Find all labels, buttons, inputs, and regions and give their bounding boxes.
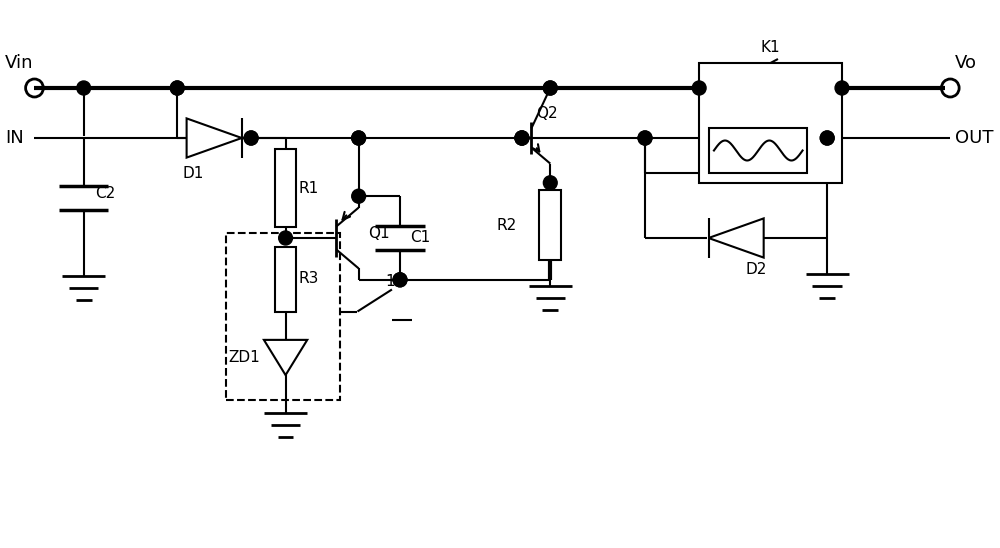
Text: IN: IN: [5, 129, 24, 147]
Circle shape: [638, 131, 652, 145]
Circle shape: [170, 81, 184, 95]
Bar: [275, 247, 296, 311]
Text: Q2: Q2: [536, 106, 558, 121]
Circle shape: [515, 131, 529, 145]
Text: Vin: Vin: [5, 54, 33, 72]
Circle shape: [692, 81, 706, 95]
Circle shape: [244, 131, 258, 145]
Polygon shape: [187, 118, 242, 158]
Text: D2: D2: [746, 262, 767, 277]
Bar: [539, 190, 561, 260]
Circle shape: [543, 81, 557, 95]
Text: ZD1: ZD1: [228, 350, 260, 365]
Text: Vo: Vo: [955, 54, 977, 72]
Text: D1: D1: [182, 165, 204, 180]
Text: Q1: Q1: [368, 225, 390, 241]
Circle shape: [279, 231, 292, 245]
Circle shape: [543, 81, 557, 95]
Polygon shape: [264, 340, 307, 375]
Polygon shape: [709, 219, 764, 258]
Text: R2: R2: [496, 218, 516, 233]
Circle shape: [352, 131, 366, 145]
Circle shape: [835, 81, 849, 95]
Circle shape: [515, 131, 529, 145]
Bar: [699, 63, 842, 183]
Circle shape: [77, 81, 91, 95]
Bar: [226, 233, 340, 400]
Bar: [709, 128, 807, 173]
Circle shape: [352, 189, 366, 203]
Text: C2: C2: [96, 186, 116, 201]
Circle shape: [393, 273, 407, 287]
Circle shape: [543, 176, 557, 190]
Text: R1: R1: [298, 180, 319, 196]
Circle shape: [170, 81, 184, 95]
Circle shape: [515, 131, 529, 145]
Circle shape: [393, 273, 407, 287]
Bar: [275, 149, 296, 227]
Text: R3: R3: [298, 271, 319, 287]
Circle shape: [820, 131, 834, 145]
Circle shape: [244, 131, 258, 145]
Text: OUT: OUT: [955, 129, 994, 147]
Circle shape: [352, 131, 366, 145]
Text: 1: 1: [385, 274, 395, 289]
Circle shape: [820, 131, 834, 145]
Circle shape: [638, 131, 652, 145]
Text: C1: C1: [410, 231, 430, 246]
Text: K1: K1: [761, 41, 780, 55]
